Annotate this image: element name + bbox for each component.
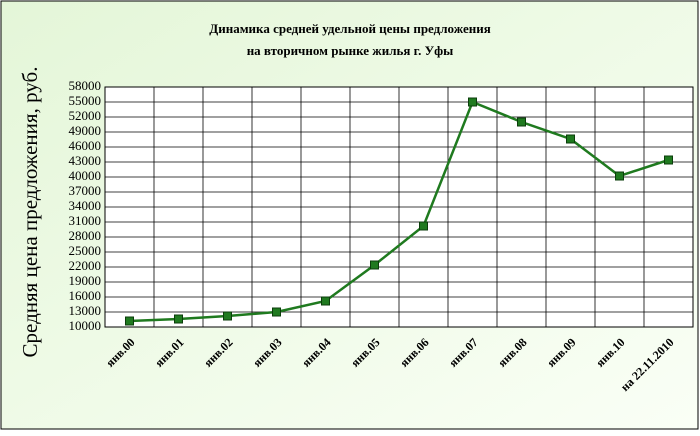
y-tick-label: 58000 [69, 78, 102, 93]
y-tick-label: 40000 [69, 168, 102, 183]
marker [321, 296, 330, 306]
marker [223, 311, 232, 321]
line [129, 100, 669, 323]
marker [272, 307, 281, 317]
y-tick-label: 34000 [69, 198, 102, 213]
marker [664, 155, 673, 165]
y-tick-label: 22000 [69, 258, 102, 273]
marker [370, 260, 379, 270]
chart-title: на вторичном рынке жилья г. Уфы [247, 43, 454, 58]
y-tick-label: 10000 [69, 318, 102, 333]
y-tick-label: 31000 [69, 213, 102, 228]
y-tick-label: 37000 [69, 183, 102, 198]
marker [174, 314, 183, 324]
chart-title: Динамика средней удельной цены предложен… [209, 21, 490, 36]
marker [419, 221, 428, 231]
marker [468, 97, 477, 107]
y-tick-label: 28000 [69, 228, 102, 243]
marker [566, 134, 575, 144]
marker [125, 316, 134, 326]
marker [517, 117, 526, 127]
y-tick-label: 16000 [69, 288, 102, 303]
y-tick-label: 13000 [69, 303, 102, 318]
y-tick-label: 55000 [69, 93, 102, 108]
y-tick-label: 43000 [69, 153, 102, 168]
y-tick-label: 46000 [69, 138, 102, 153]
y-tick-label: 19000 [69, 273, 102, 288]
y-tick-label: 49000 [69, 123, 102, 138]
y-tick-label: 25000 [69, 243, 102, 258]
y-axis-label: Средняя цена предложения, руб. [18, 67, 42, 358]
y-tick-label: 52000 [69, 108, 102, 123]
marker [615, 171, 624, 181]
